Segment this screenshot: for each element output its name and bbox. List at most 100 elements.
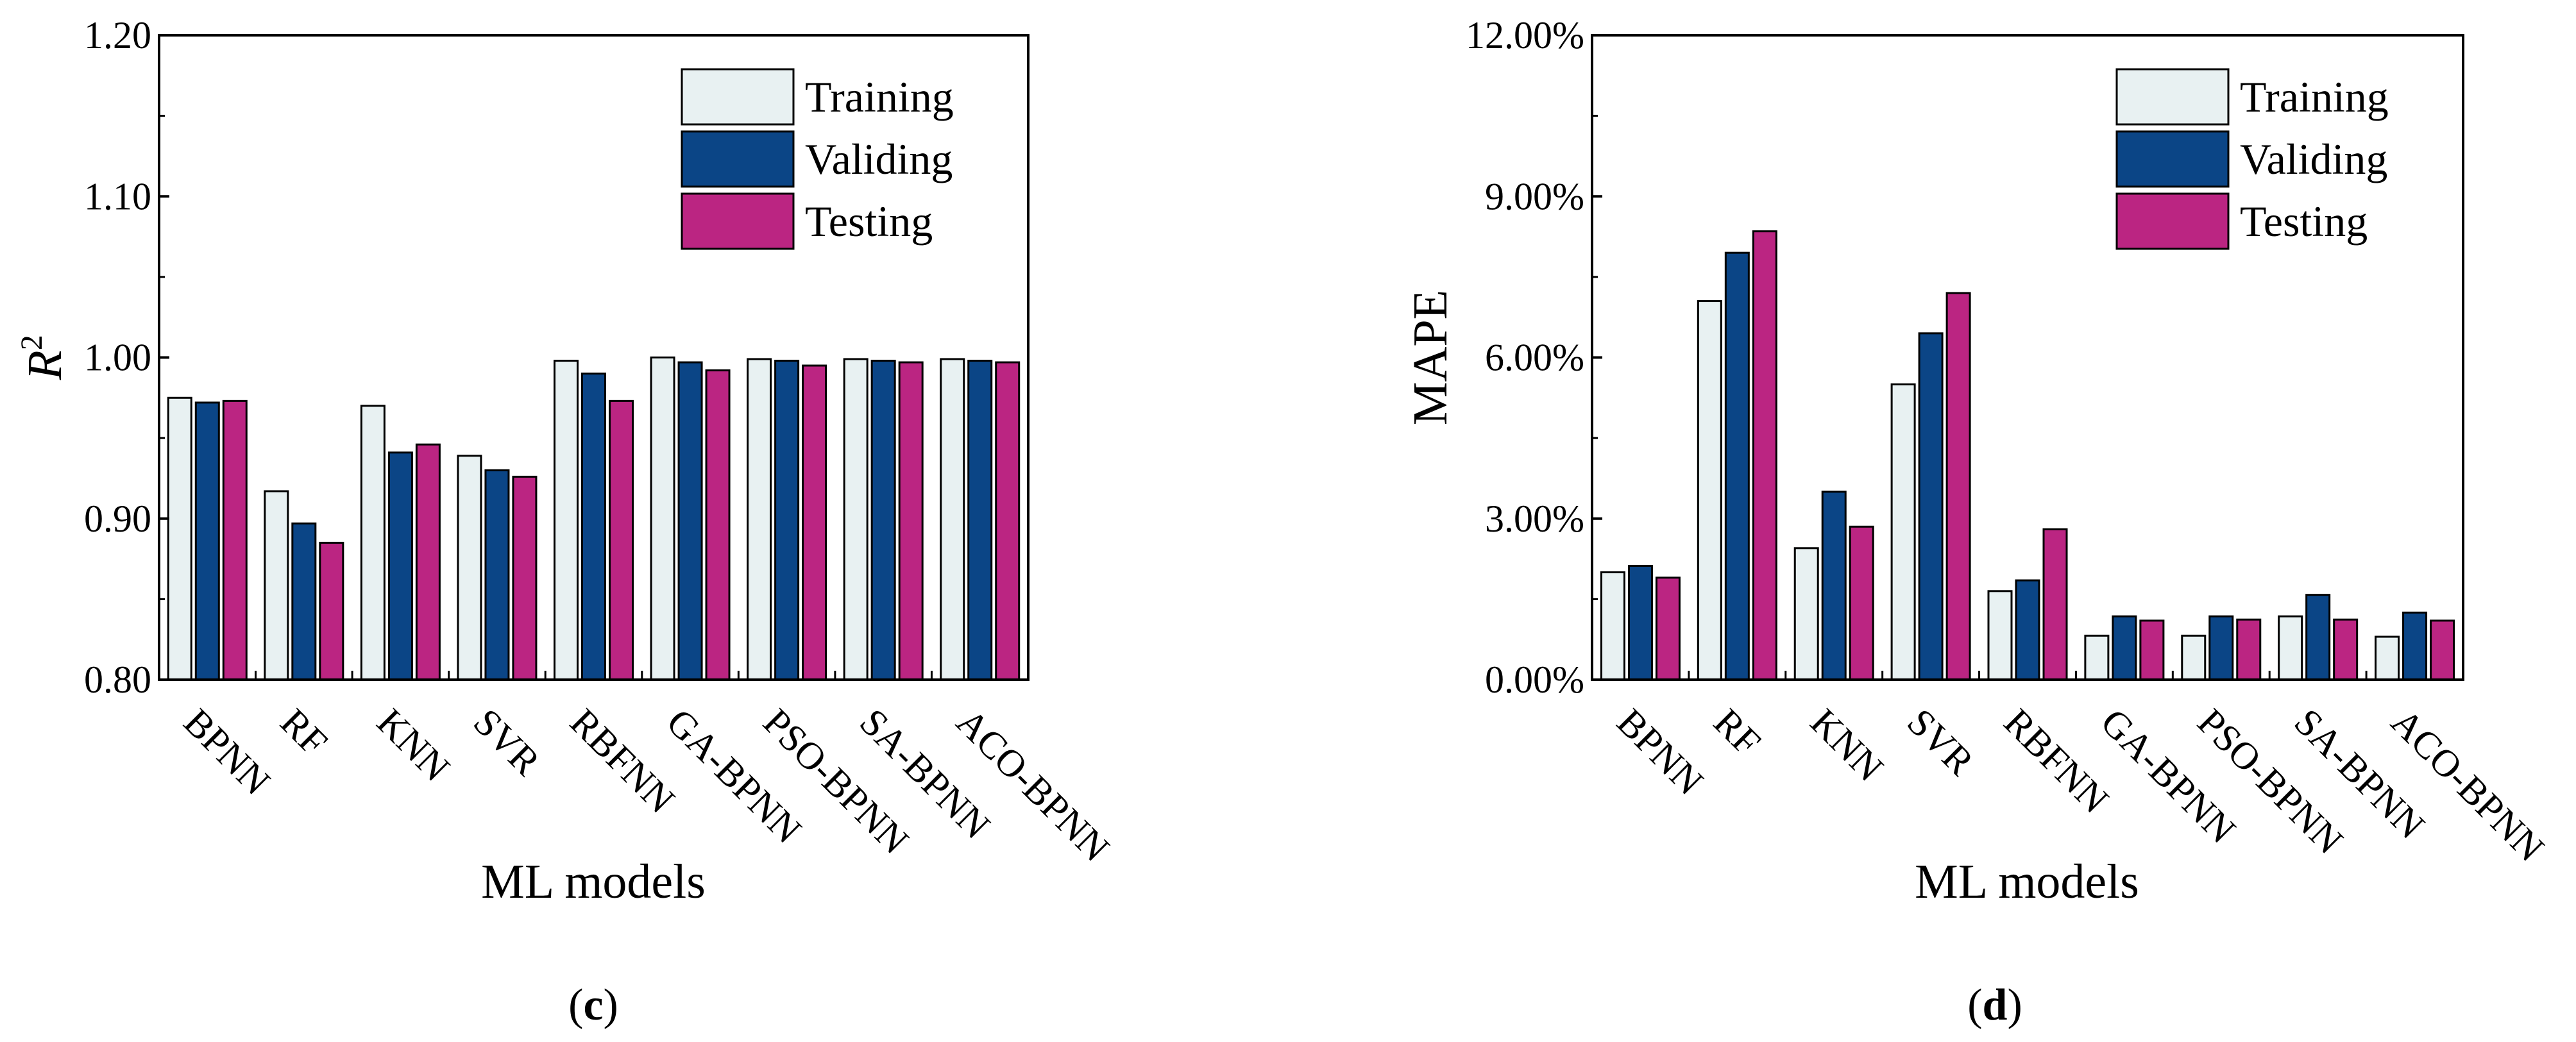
bar-validing-aco-bpnn bbox=[967, 360, 993, 681]
bar-testing-rbfnn bbox=[2042, 528, 2068, 681]
bar-training-pso-bpnn bbox=[747, 358, 772, 681]
bar-validing-sa-bpnn bbox=[870, 360, 896, 681]
panel-tag: (d) bbox=[1967, 980, 2022, 1030]
legend-swatch-training bbox=[681, 68, 795, 126]
bar-testing-pso-bpnn bbox=[802, 364, 827, 681]
x-tick-label: KNN bbox=[1802, 701, 1892, 790]
legend-swatch-testing bbox=[681, 192, 795, 250]
bar-testing-rf bbox=[1752, 230, 1777, 681]
legend-label-training: Training bbox=[2240, 72, 2389, 121]
legend-label-validing: Validing bbox=[2240, 135, 2387, 183]
bar-validing-sa-bpnn bbox=[2305, 594, 2331, 681]
y-tick-label: 9.00% bbox=[1485, 175, 1584, 217]
legend-swatch-validing bbox=[681, 130, 795, 188]
bar-validing-svr bbox=[484, 469, 510, 681]
x-tick-label: KNN bbox=[369, 701, 458, 790]
bar-training-rf bbox=[1697, 300, 1722, 681]
bar-training-pso-bpnn bbox=[2181, 634, 2207, 681]
y-tick-label: 1.20 bbox=[84, 14, 151, 56]
x-tick-label: RBFNN bbox=[1996, 701, 2117, 821]
bar-training-aco-bpnn bbox=[2375, 635, 2400, 681]
bar-training-ga-bpnn bbox=[650, 357, 675, 681]
bar-validing-ga-bpnn bbox=[677, 361, 703, 681]
y-axis-title: R2 bbox=[15, 335, 72, 380]
bar-training-knn bbox=[360, 405, 386, 681]
bar-training-sa-bpnn bbox=[2278, 615, 2303, 681]
bar-testing-sa-bpnn bbox=[2333, 618, 2359, 681]
bar-validing-bpnn bbox=[1627, 564, 1653, 681]
x-tick-label: SVR bbox=[1899, 701, 1982, 784]
legend-label-validing: Validing bbox=[805, 135, 953, 183]
bar-training-sa-bpnn bbox=[843, 358, 869, 681]
bar-validing-knn bbox=[1821, 491, 1847, 681]
y-axis-title: MAPE bbox=[1403, 290, 1457, 425]
x-tick-label: ACO-BPNN bbox=[2383, 701, 2552, 870]
bar-training-svr bbox=[1890, 383, 1916, 681]
bar-testing-ga-bpnn bbox=[2139, 619, 2165, 681]
y-axis-title-superscript: 2 bbox=[15, 335, 49, 350]
bar-training-svr bbox=[457, 455, 482, 681]
x-axis-title: ML models bbox=[1915, 855, 2139, 909]
x-tick-label: RBFNN bbox=[562, 701, 682, 821]
x-axis-title: ML models bbox=[481, 855, 706, 909]
legend-label-testing: Testing bbox=[2240, 197, 2368, 246]
y-tick-label: 0.80 bbox=[84, 659, 151, 701]
bar-training-knn bbox=[1793, 547, 1819, 681]
bar-testing-bpnn bbox=[222, 399, 248, 681]
panel-tag: (c) bbox=[568, 980, 618, 1030]
bar-validing-knn bbox=[387, 451, 413, 681]
bar-validing-rf bbox=[291, 522, 317, 681]
bar-validing-rbfnn bbox=[2015, 579, 2040, 681]
legend-label-training: Training bbox=[805, 72, 954, 121]
x-tick-label: RF bbox=[273, 701, 336, 764]
y-axis-title-main: R bbox=[18, 350, 72, 380]
legend-swatch-validing bbox=[2115, 130, 2230, 188]
x-tick-label: BPNN bbox=[176, 701, 278, 803]
y-axis-title-main: MAPE bbox=[1403, 290, 1457, 425]
x-tick-label: BPNN bbox=[1609, 701, 1711, 803]
y-tick-label: 12.00% bbox=[1466, 14, 1584, 56]
panel-letter: d bbox=[1983, 980, 2008, 1030]
bar-training-bpnn bbox=[1600, 571, 1625, 681]
legend-label-testing: Testing bbox=[805, 197, 933, 246]
bar-testing-rf bbox=[319, 541, 344, 681]
legend-swatch-testing bbox=[2115, 192, 2230, 250]
bar-training-bpnn bbox=[167, 396, 192, 681]
bar-testing-bpnn bbox=[1655, 576, 1681, 681]
bar-testing-aco-bpnn bbox=[995, 361, 1021, 681]
panel-letter: c bbox=[583, 980, 603, 1030]
bar-testing-pso-bpnn bbox=[2236, 618, 2262, 681]
bar-testing-aco-bpnn bbox=[2430, 619, 2455, 681]
y-tick-label: 0.90 bbox=[84, 498, 151, 540]
bar-training-rbfnn bbox=[1987, 590, 2013, 681]
x-tick-label: SVR bbox=[466, 701, 548, 784]
y-tick-label: 1.10 bbox=[84, 175, 151, 217]
x-tick-label: RF bbox=[1706, 701, 1769, 764]
y-tick-label: 0.00% bbox=[1485, 659, 1584, 701]
bar-validing-svr bbox=[1918, 332, 1944, 681]
bar-testing-knn bbox=[1849, 525, 1874, 681]
bar-validing-rbfnn bbox=[581, 373, 606, 681]
bar-validing-ga-bpnn bbox=[2112, 615, 2137, 681]
bar-training-rbfnn bbox=[554, 360, 579, 681]
y-tick-label: 6.00% bbox=[1485, 337, 1584, 379]
bar-testing-svr bbox=[512, 475, 538, 681]
bar-validing-rf bbox=[1724, 251, 1750, 681]
y-tick-label: 1.00 bbox=[84, 337, 151, 379]
bar-training-ga-bpnn bbox=[2084, 634, 2110, 681]
bar-testing-sa-bpnn bbox=[898, 361, 924, 681]
bar-testing-svr bbox=[1945, 292, 1971, 681]
y-tick-label: 3.00% bbox=[1485, 498, 1584, 540]
bar-testing-ga-bpnn bbox=[705, 369, 731, 681]
bar-testing-knn bbox=[415, 443, 441, 681]
legend-swatch-training bbox=[2115, 68, 2230, 126]
bar-testing-rbfnn bbox=[609, 399, 634, 681]
bar-validing-pso-bpnn bbox=[2208, 615, 2234, 681]
bar-validing-pso-bpnn bbox=[774, 360, 800, 681]
bar-validing-bpnn bbox=[194, 401, 220, 681]
x-tick-label: ACO-BPNN bbox=[949, 701, 1118, 870]
bar-training-rf bbox=[264, 490, 289, 681]
